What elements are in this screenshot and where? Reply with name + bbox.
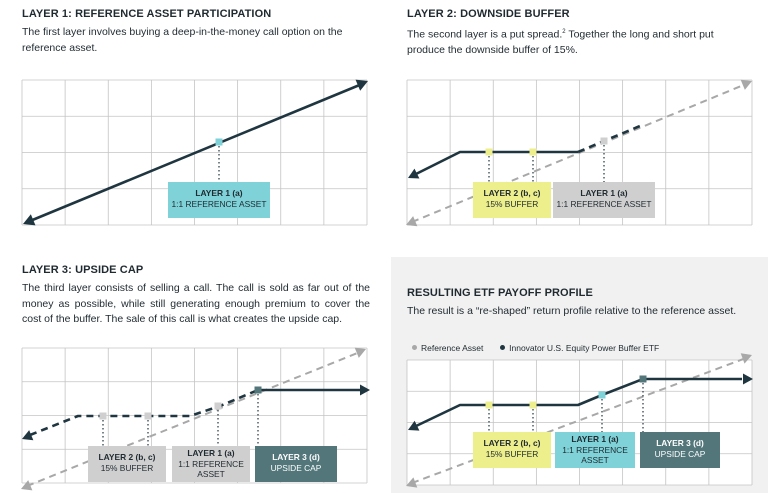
panel-2-title: LAYER 2: DOWNSIDE BUFFER: [407, 8, 570, 20]
label-subtitle: 1:1 REFERENCE ASSET: [562, 444, 628, 466]
label-title: LAYER 2 (b, c): [98, 452, 156, 462]
reference-asset-legend-marker: [412, 345, 417, 351]
label-subtitle: 15% BUFFER: [485, 448, 539, 459]
node-marker-buffer-1: [485, 148, 493, 156]
label-title: LAYER 1 (a): [580, 188, 628, 198]
label-title: LAYER 1 (a): [571, 434, 619, 444]
node-marker-layer-1a: [214, 402, 222, 410]
panel-4-description: The result is a “re-shaped” return profi…: [407, 305, 737, 317]
label-title: LAYER 2 (b, c): [483, 438, 541, 448]
panel-3-title: LAYER 3: UPSIDE CAP: [22, 264, 144, 276]
node-marker-buffer-2: [529, 148, 537, 156]
node-marker-layer-1a: [600, 137, 608, 145]
reference-asset-dashed-line: [411, 83, 747, 223]
combined-payoff-dashed: [29, 388, 259, 437]
buffer-payoff-solid: [413, 150, 578, 177]
node-marker-buffer-2: [529, 401, 537, 409]
buffer-payoff-dashed: [577, 124, 641, 154]
node-marker-buffer-2: [144, 412, 152, 420]
panel-2-description: The second layer is a put spread.2 Toget…: [407, 25, 747, 59]
label-layer-3d: LAYER 3 (d) UPSIDE CAP: [255, 446, 337, 482]
arrowhead-reference-up: [740, 353, 752, 364]
node-marker-buffer-1: [99, 412, 107, 420]
label-layer-2bc: LAYER 2 (b, c) 15% BUFFER: [88, 446, 166, 482]
footnote-marker: 2: [562, 29, 566, 35]
arrowhead-right: [355, 79, 368, 91]
arrowhead-reference-up: [354, 347, 366, 358]
panel-1-description: The first layer involves buying a deep-i…: [22, 26, 343, 54]
label-title: LAYER 1 (a): [195, 188, 243, 198]
arrowhead-right: [360, 384, 370, 396]
arrowhead-left: [23, 214, 36, 226]
node-marker-layer-1a: [215, 138, 223, 146]
arrowhead-reference-down: [406, 216, 418, 227]
panel-4-title: RESULTING ETF PAYOFF PROFILE: [407, 287, 593, 299]
label-subtitle: 15% BUFFER: [100, 462, 154, 473]
label-layer-1a: LAYER 1 (a) 1:1 REFERENCE ASSET: [553, 182, 655, 218]
label-layer-2bc: LAYER 2 (b, c) 15% BUFFER: [473, 432, 551, 468]
etf-payoff-line: [413, 377, 742, 429]
label-subtitle: 1:1 REFERENCE ASSET: [178, 458, 244, 480]
arrowhead-right: [743, 373, 753, 385]
label-title: LAYER 1 (a): [187, 448, 235, 458]
label-title: LAYER 3 (d): [272, 452, 320, 462]
label-title: LAYER 3 (d): [656, 438, 704, 448]
arrowhead-left: [408, 168, 420, 179]
panel-2-description-b: Together the long and short put produce …: [407, 28, 714, 57]
arrowhead-reference-down: [406, 477, 418, 488]
panel-2-description-a: The second layer is a put spread.: [407, 28, 563, 41]
arrowhead-reference-down: [21, 480, 33, 491]
node-marker-buffer-1: [485, 401, 493, 409]
arrowhead-left: [22, 430, 34, 441]
panel-1-title: LAYER 1: REFERENCE ASSET PARTICIPATION: [22, 8, 272, 20]
label-layer-1a: LAYER 1 (a) 1:1 REFERENCE ASSET: [168, 182, 270, 218]
arrowhead-left: [408, 420, 420, 431]
label-title: LAYER 2 (b, c): [483, 188, 541, 198]
legend: Reference Asset Innovator U.S. Equity Po…: [412, 342, 659, 353]
label-subtitle: 15% BUFFER: [485, 198, 539, 209]
node-marker-layer-3d: [639, 375, 647, 383]
etf-legend-marker: [500, 345, 506, 351]
arrowhead-reference-up: [740, 79, 752, 90]
label-layer-1a: LAYER 1 (a) 1:1 REFERENCE ASSET: [172, 446, 250, 482]
node-marker-layer-1a: [598, 391, 606, 399]
legend-reference-asset: Reference Asset: [421, 342, 484, 353]
label-subtitle: UPSIDE CAP: [270, 462, 322, 473]
label-subtitle: 1:1 REFERENCE ASSET: [556, 198, 652, 209]
node-marker-layer-3d: [254, 386, 262, 394]
legend-etf: Innovator U.S. Equity Power Buffer ETF: [509, 342, 660, 353]
label-layer-2bc: LAYER 2 (b, c) 15% BUFFER: [473, 182, 551, 218]
reference-asset-line: [29, 82, 363, 223]
label-layer-3d: LAYER 3 (d) UPSIDE CAP: [640, 432, 720, 468]
panel-3-description: The third layer consists of selling a ca…: [22, 282, 370, 325]
label-subtitle: 1:1 REFERENCE ASSET: [171, 198, 267, 209]
label-subtitle: UPSIDE CAP: [654, 448, 706, 459]
label-layer-1a: LAYER 1 (a) 1:1 REFERENCE ASSET: [555, 432, 635, 468]
